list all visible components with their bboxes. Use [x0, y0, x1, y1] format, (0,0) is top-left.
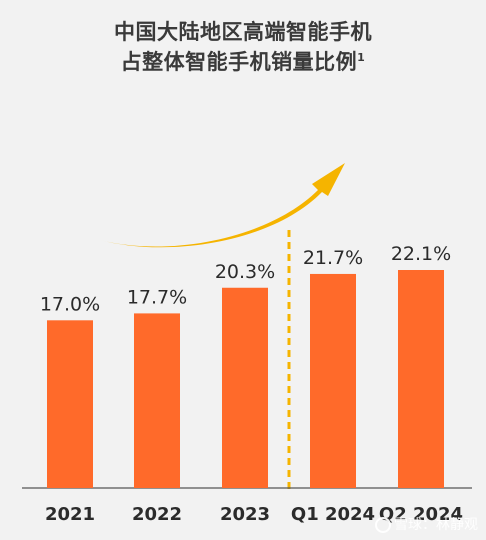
bar-q1-2024 [310, 273, 356, 488]
data-label: 21.7% [303, 247, 363, 269]
x-tick-label: 2023 [220, 504, 270, 525]
chart-title-line-2: 占整体智能手机销量比例1 [120, 50, 366, 74]
x-tick-label: 2022 [132, 504, 182, 525]
watermark: 雪球：林静观 [375, 514, 478, 534]
bar-2021 [47, 320, 93, 488]
x-tick-label: 2021 [45, 504, 95, 525]
snowball-logo-icon [375, 517, 391, 533]
footnote-marker: 1 [357, 51, 366, 64]
bar-2022 [134, 313, 180, 488]
trend-arrow [100, 163, 345, 248]
bar-2023 [222, 287, 268, 488]
data-label: 20.3% [215, 261, 275, 283]
x-tick-label: Q1 2024 [291, 504, 375, 525]
data-label: 17.0% [40, 293, 100, 315]
data-label: 22.1% [391, 243, 451, 265]
chart-title-line-1: 中国大陆地区高端智能手机 [114, 20, 372, 44]
data-label: 17.7% [127, 286, 187, 308]
bar-q2-2024 [398, 270, 444, 488]
x-tick-label: Q2 2024 [379, 504, 463, 525]
